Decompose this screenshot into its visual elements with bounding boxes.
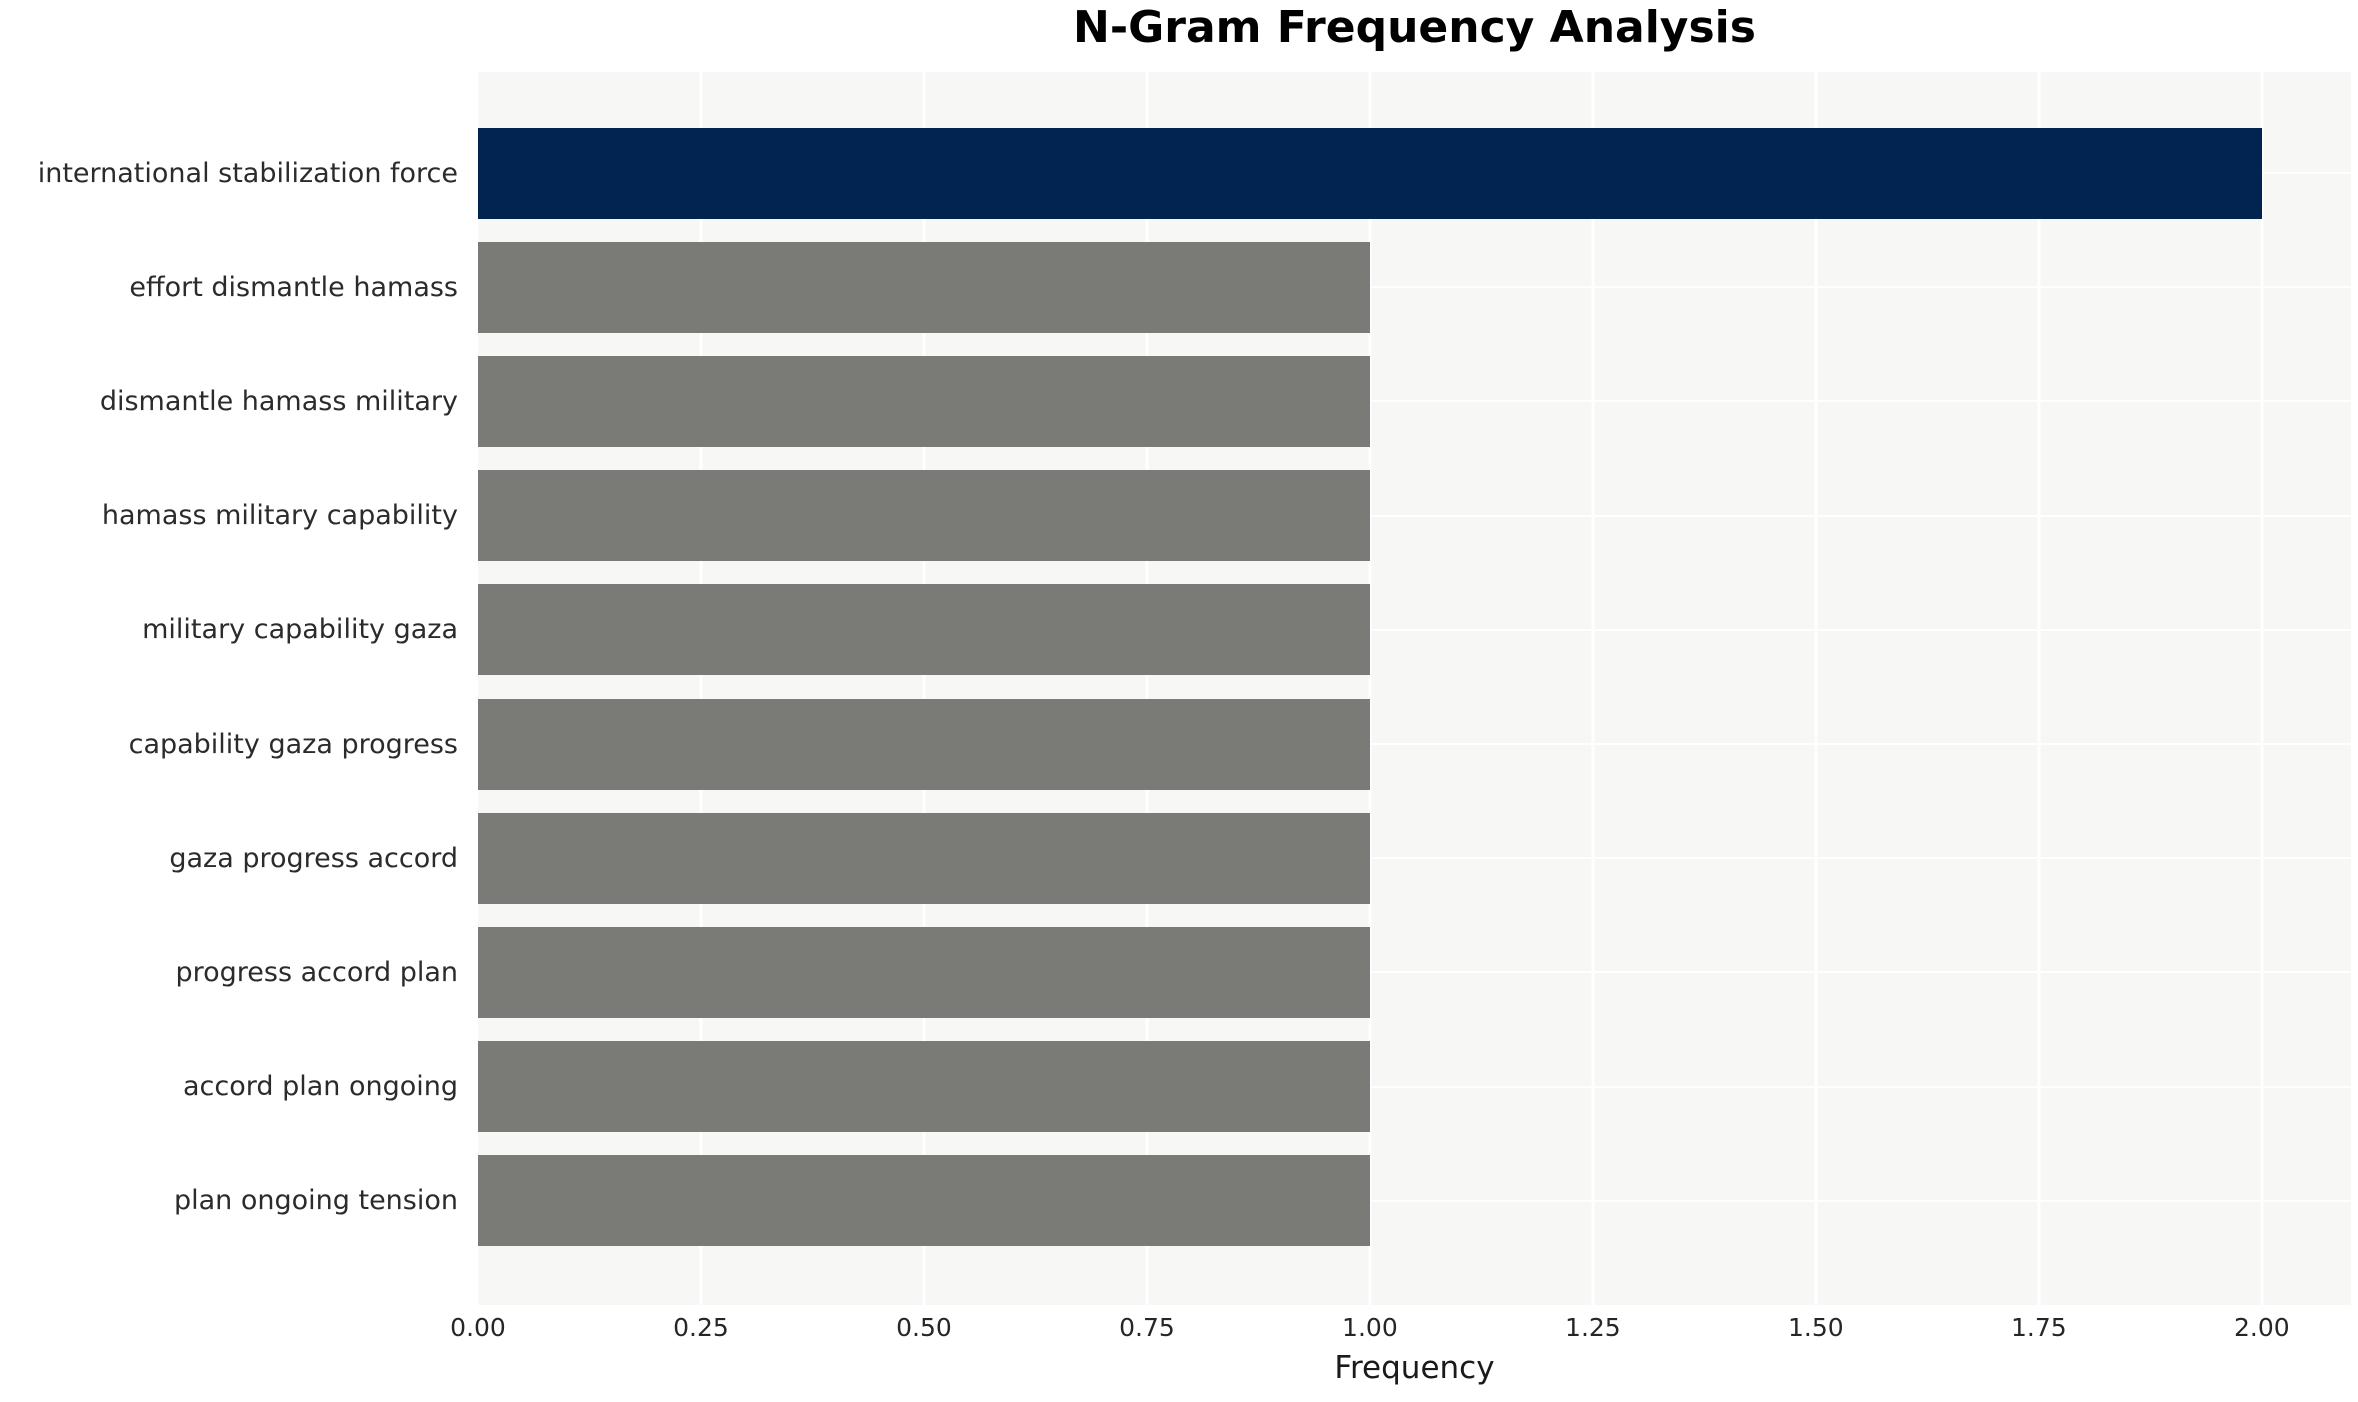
h-gridline — [478, 857, 2351, 860]
h-gridline — [478, 1085, 2351, 1088]
bar-row — [478, 573, 2351, 687]
y-axis-label: plan ongoing tension — [173, 1185, 458, 1217]
bar-row — [478, 230, 2351, 344]
bar-row — [478, 801, 2351, 915]
y-axis-label: hamass military capability — [101, 500, 458, 532]
plot-area — [478, 72, 2351, 1305]
h-gridline — [478, 400, 2351, 403]
v-gridline — [922, 72, 926, 1305]
h-gridline — [478, 1199, 2351, 1202]
bar-row — [478, 915, 2351, 1029]
bar-military-capability-gaza — [478, 584, 1370, 676]
bar-row — [478, 116, 2351, 230]
v-gridline — [2037, 72, 2041, 1305]
bar-hamass-military-capability — [478, 470, 1370, 562]
y-axis-label: progress accord plan — [175, 956, 458, 988]
x-tick-label: 1.50 — [1788, 1313, 1844, 1342]
y-axis-labels: international stabilization force effort … — [0, 116, 468, 1258]
x-tick-label: 0.50 — [896, 1313, 952, 1342]
x-tick-label: 1.25 — [1565, 1313, 1621, 1342]
x-axis-title: Frequency — [1334, 1350, 1495, 1386]
x-axis-ticks: 0.00 0.25 0.50 0.75 1.00 1.25 1.50 1.75 2.00 — [450, 1313, 2351, 1345]
bar-row — [478, 344, 2351, 458]
x-tick-label: 1.75 — [2010, 1313, 2067, 1342]
bar-row — [478, 459, 2351, 573]
bar-row — [478, 1030, 2351, 1144]
y-axis-label: accord plan ongoing — [182, 1071, 458, 1103]
bar-effort-dismantle-hamass — [478, 241, 1370, 333]
x-tick-label: 1.00 — [1342, 1313, 1398, 1342]
y-axis-label: dismantle hamass military — [99, 385, 458, 417]
bar-plan-ongoing-tension — [478, 1155, 1370, 1247]
h-gridline — [478, 286, 2351, 289]
h-gridline — [478, 743, 2351, 746]
h-gridline — [478, 628, 2351, 631]
v-gridline — [2260, 72, 2264, 1305]
v-gridline — [1814, 72, 1818, 1305]
v-gridline — [699, 72, 703, 1305]
x-tick-label: 2.00 — [2233, 1313, 2290, 1342]
chart-title: N-Gram Frequency Analysis — [1073, 2, 1756, 53]
bar-international-stabilization-force — [478, 127, 2262, 219]
y-axis-label: international stabilization force — [37, 157, 458, 189]
h-gridline — [478, 514, 2351, 517]
bar-row — [478, 687, 2351, 801]
y-axis-label: effort dismantle hamass — [129, 271, 458, 303]
bar-gaza-progress-accord — [478, 812, 1370, 904]
y-axis-label: capability gaza progress — [128, 728, 458, 760]
bar-rows — [478, 116, 2351, 1258]
x-tick-label: 0.25 — [673, 1313, 729, 1342]
bar-progress-accord-plan — [478, 926, 1370, 1018]
v-gridline — [1368, 72, 1372, 1305]
bar-capability-gaza-progress — [478, 698, 1370, 790]
bar-row — [478, 1144, 2351, 1258]
bar-accord-plan-ongoing — [478, 1041, 1370, 1133]
y-axis-label: military capability gaza — [142, 614, 458, 646]
x-tick-label: 0.75 — [1119, 1313, 1175, 1342]
y-axis-label: gaza progress accord — [169, 842, 458, 874]
x-tick-label: 0.00 — [450, 1313, 506, 1342]
bar-dismantle-hamass-military — [478, 355, 1370, 447]
v-gridline — [1591, 72, 1595, 1305]
h-gridline — [478, 971, 2351, 974]
v-gridline — [1145, 72, 1149, 1305]
